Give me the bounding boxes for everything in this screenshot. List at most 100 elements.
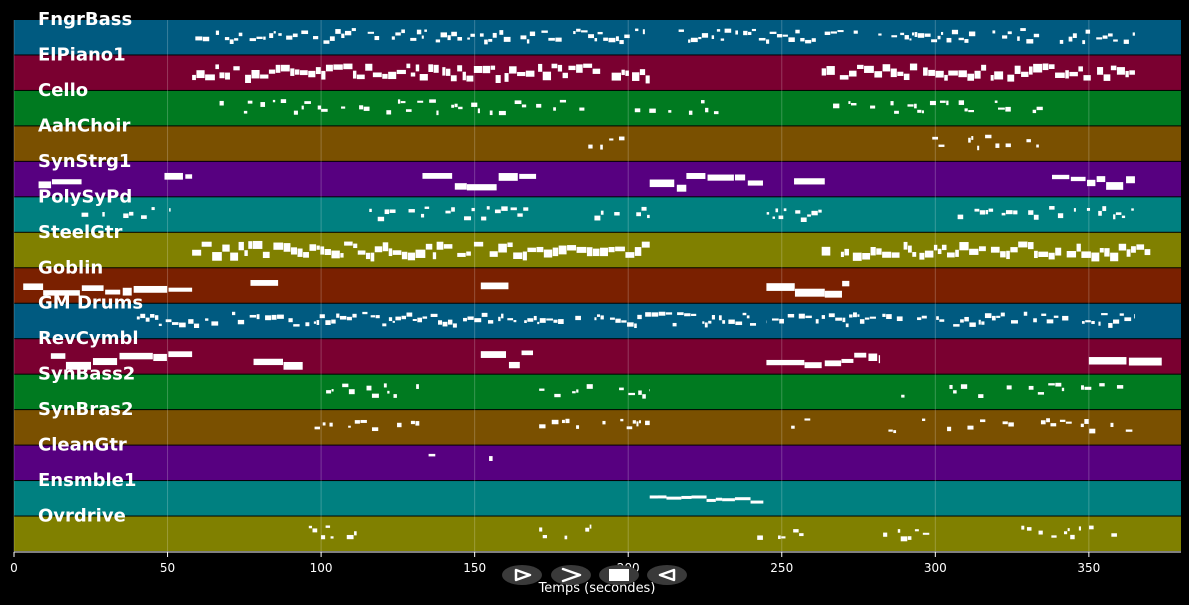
note bbox=[164, 172, 183, 180]
note bbox=[903, 241, 908, 250]
note bbox=[405, 109, 412, 112]
note bbox=[1048, 252, 1055, 260]
note bbox=[102, 212, 105, 217]
stop-button[interactable] bbox=[599, 565, 639, 585]
note bbox=[192, 74, 196, 81]
note bbox=[1085, 320, 1091, 323]
track-label: Goblin bbox=[38, 257, 103, 278]
note bbox=[576, 28, 581, 32]
note bbox=[678, 29, 684, 32]
note bbox=[357, 250, 366, 255]
note bbox=[668, 110, 672, 113]
note bbox=[1134, 314, 1135, 319]
note bbox=[936, 316, 939, 320]
note bbox=[238, 32, 243, 37]
track-notes bbox=[38, 172, 1135, 192]
track-notes bbox=[81, 206, 1134, 222]
note bbox=[440, 32, 448, 38]
track-label: PolySyPd bbox=[38, 186, 132, 207]
note bbox=[305, 322, 310, 327]
note bbox=[748, 31, 752, 36]
note bbox=[388, 71, 397, 80]
note bbox=[229, 39, 234, 44]
note bbox=[619, 40, 624, 45]
note bbox=[909, 63, 918, 71]
note bbox=[1072, 33, 1077, 38]
track-band bbox=[14, 303, 1181, 339]
note bbox=[447, 35, 451, 41]
note bbox=[480, 282, 509, 290]
note bbox=[489, 456, 493, 461]
note bbox=[635, 28, 639, 32]
note bbox=[766, 283, 795, 291]
note bbox=[1129, 70, 1135, 75]
track-notes bbox=[136, 311, 1135, 329]
note bbox=[600, 247, 608, 257]
note bbox=[691, 313, 697, 317]
note bbox=[766, 359, 805, 366]
note bbox=[611, 72, 621, 81]
play-button[interactable] bbox=[502, 565, 542, 585]
note bbox=[407, 252, 416, 261]
note bbox=[576, 389, 579, 393]
note bbox=[65, 361, 91, 370]
track-label: SteelGtr bbox=[38, 222, 123, 243]
note bbox=[304, 101, 311, 104]
note bbox=[850, 103, 857, 106]
rewind-button[interactable] bbox=[647, 565, 687, 585]
note bbox=[539, 388, 545, 391]
note bbox=[525, 70, 535, 77]
note bbox=[882, 64, 891, 72]
note bbox=[1038, 251, 1049, 257]
note bbox=[136, 316, 140, 320]
note bbox=[626, 426, 633, 430]
note bbox=[642, 394, 646, 399]
note bbox=[769, 31, 777, 34]
note bbox=[123, 213, 129, 219]
note bbox=[589, 524, 592, 529]
note bbox=[946, 100, 949, 106]
note bbox=[964, 108, 968, 112]
note bbox=[657, 495, 667, 499]
note bbox=[634, 108, 641, 113]
note bbox=[1026, 527, 1032, 531]
note bbox=[923, 67, 928, 76]
note bbox=[1085, 29, 1091, 34]
note bbox=[978, 394, 984, 398]
note bbox=[833, 103, 840, 109]
note bbox=[362, 311, 368, 315]
note bbox=[1106, 182, 1124, 190]
x-axis-label: Temps (secondes) bbox=[538, 581, 656, 596]
note bbox=[701, 100, 705, 104]
note bbox=[711, 315, 715, 320]
note bbox=[900, 32, 905, 36]
note bbox=[420, 213, 425, 218]
note bbox=[486, 206, 490, 210]
fast-forward-button[interactable] bbox=[551, 565, 591, 585]
note bbox=[470, 33, 475, 37]
note bbox=[588, 34, 595, 39]
note bbox=[919, 252, 925, 260]
note bbox=[490, 65, 496, 70]
note bbox=[1002, 421, 1008, 425]
note bbox=[1011, 320, 1018, 324]
note bbox=[168, 351, 193, 358]
note bbox=[428, 64, 434, 72]
note bbox=[849, 314, 853, 318]
note bbox=[268, 69, 276, 74]
note bbox=[457, 252, 466, 257]
note bbox=[844, 248, 849, 256]
note bbox=[857, 314, 860, 317]
note bbox=[870, 105, 876, 109]
note bbox=[625, 70, 629, 76]
note bbox=[897, 529, 901, 533]
note bbox=[559, 99, 567, 103]
note bbox=[322, 422, 326, 426]
note bbox=[344, 30, 352, 36]
note bbox=[193, 323, 200, 328]
note bbox=[457, 65, 463, 72]
note bbox=[706, 498, 716, 502]
note bbox=[492, 32, 497, 38]
note bbox=[1081, 251, 1091, 258]
note bbox=[1021, 71, 1029, 77]
